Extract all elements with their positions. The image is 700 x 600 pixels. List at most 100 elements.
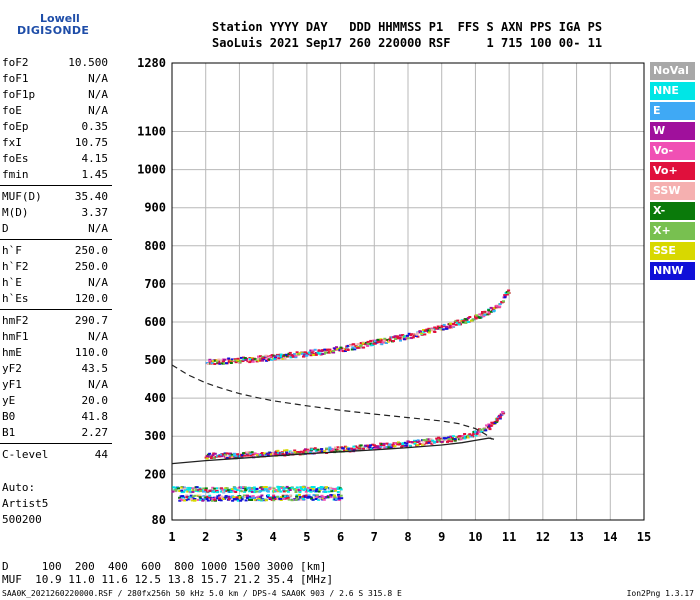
echo-point <box>468 435 472 438</box>
echo-point <box>267 494 270 497</box>
echo-point <box>243 495 247 498</box>
echo-point <box>210 457 213 459</box>
echo-point <box>491 422 495 425</box>
echo-point <box>352 343 356 346</box>
echo-point <box>236 456 240 459</box>
x-tick-label: 2 <box>202 530 209 544</box>
echo-point <box>427 327 431 330</box>
x-tick-label: 15 <box>637 530 651 544</box>
echo-point <box>187 498 191 501</box>
echo-point <box>222 360 225 363</box>
echo-point <box>270 358 274 361</box>
echo-point <box>307 490 311 493</box>
echo-point <box>329 496 333 499</box>
echo-point <box>433 326 437 329</box>
echo-point <box>454 319 458 322</box>
echo-point <box>250 499 253 501</box>
echo-point <box>340 497 344 500</box>
echo-point <box>364 343 368 346</box>
echo-point <box>244 489 248 492</box>
echo-point <box>198 489 202 492</box>
echo-point <box>323 348 327 351</box>
echo-point <box>236 487 240 490</box>
echo-point <box>231 499 235 502</box>
echo-point <box>337 497 341 500</box>
echo-point <box>198 488 202 491</box>
echo-point <box>322 352 326 355</box>
echo-point <box>213 498 217 501</box>
echo-point <box>320 448 324 451</box>
param-value: N/A <box>88 72 108 85</box>
echo-point <box>217 499 221 501</box>
echo-point <box>336 348 340 350</box>
echo-point <box>307 351 311 354</box>
echo-point <box>212 452 216 455</box>
echo-point <box>224 495 228 498</box>
echo-point <box>233 358 237 361</box>
echo-point <box>311 352 315 355</box>
echo-point <box>234 491 238 493</box>
x-tick-label: 5 <box>303 530 310 544</box>
param-label: D <box>2 222 9 235</box>
echo-point <box>259 359 263 362</box>
echo-point <box>223 362 227 365</box>
echo-point <box>437 439 441 441</box>
echo-point <box>433 331 437 333</box>
echo-point <box>333 496 337 499</box>
echo-point <box>180 486 184 489</box>
echo-point <box>283 354 287 357</box>
echo-point <box>371 443 375 446</box>
echo-point <box>199 498 203 501</box>
echo-point <box>304 490 308 493</box>
x-tick-label: 12 <box>536 530 550 544</box>
echo-point <box>178 490 182 492</box>
echo-point <box>244 487 248 490</box>
echo-point <box>290 354 294 357</box>
param-label: C-level <box>2 448 49 461</box>
param-row: foF1 N/A <box>0 71 112 87</box>
echo-point <box>401 337 405 340</box>
echo-point <box>421 442 425 445</box>
echo-point <box>503 296 507 299</box>
echo-point <box>251 487 255 489</box>
echo-point <box>447 436 451 439</box>
echo-point <box>325 447 328 450</box>
echo-point <box>437 436 441 439</box>
echo-point <box>218 362 222 365</box>
echo-point <box>320 488 323 490</box>
echo-point <box>334 489 337 492</box>
param-row: yF2 43.5 <box>0 361 112 377</box>
echo-point <box>264 354 268 357</box>
echo-point <box>365 446 369 449</box>
param-value: 120.0 <box>74 292 108 305</box>
param-row: MUF(D) 35.40 <box>0 189 112 205</box>
echo-point <box>311 498 315 501</box>
echo-point <box>415 333 419 336</box>
echo-point <box>428 440 432 443</box>
echo-point <box>284 495 287 498</box>
echo-point <box>321 450 325 453</box>
echo-point <box>465 320 469 323</box>
echo-point <box>382 444 386 447</box>
echo-point <box>171 490 175 493</box>
echo-point <box>265 488 269 491</box>
echo-point <box>299 450 303 453</box>
echo-point <box>206 495 210 498</box>
param-label: fxI <box>2 136 22 149</box>
echo-point <box>247 487 251 490</box>
echo-point <box>232 490 236 493</box>
echo-point <box>286 497 290 499</box>
echo-point <box>414 335 418 337</box>
echo-point <box>359 447 363 450</box>
param-value: 43.5 <box>81 362 109 375</box>
echo-point <box>295 494 299 497</box>
y-tick-label: 500 <box>144 353 166 367</box>
param-label: MUF(D) <box>2 190 42 203</box>
param-value: N/A <box>88 276 108 289</box>
echo-point <box>239 359 243 362</box>
echo-point <box>478 431 482 434</box>
param-row: h`F2 250.0 <box>0 259 112 275</box>
echo-point <box>205 457 209 460</box>
param-value: 2.27 <box>81 426 109 439</box>
